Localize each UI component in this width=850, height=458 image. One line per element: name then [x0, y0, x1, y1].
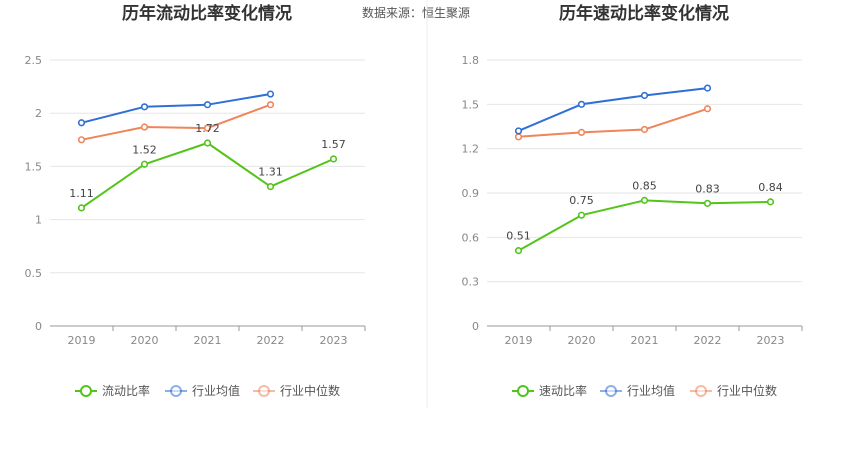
data-label: 0.85 — [632, 179, 657, 192]
data-label: 1.72 — [195, 122, 220, 135]
data-point — [77, 204, 86, 212]
y-tick-label: 0.6 — [462, 231, 480, 244]
x-tick-label: 2020 — [568, 334, 596, 347]
data-point — [203, 101, 212, 109]
series-line — [81, 103, 271, 141]
y-tick-label: 2 — [35, 107, 42, 120]
legend-swatch-marker — [517, 385, 529, 397]
legend-swatch-marker — [258, 385, 270, 397]
legend-swatch-marker — [170, 385, 182, 397]
x-tick-label: 2019 — [68, 334, 96, 347]
y-tick-label: 0 — [35, 320, 42, 333]
x-tick-label: 2022 — [257, 334, 285, 347]
series-line — [518, 87, 708, 132]
data-label: 0.51 — [506, 230, 531, 243]
series-line — [80, 142, 334, 209]
data-point — [266, 183, 275, 191]
data-label: 1.57 — [321, 138, 346, 151]
chart-title: 历年速动比率变化情况 — [559, 3, 729, 24]
x-tick-label: 2021 — [194, 334, 222, 347]
x-tick-label: 2021 — [631, 334, 659, 347]
data-source-label: 数据来源：恒生聚源 — [362, 5, 470, 20]
legend-swatch-marker — [80, 385, 92, 397]
legend-label: 速动比率 — [539, 383, 587, 398]
data-point — [514, 133, 523, 141]
y-tick-label: 0.9 — [462, 187, 480, 200]
data-point — [640, 196, 649, 204]
series-line — [518, 107, 708, 138]
chart-title: 历年流动比率变化情况 — [122, 3, 292, 24]
legend-swatch-marker — [695, 385, 707, 397]
x-tick-label: 2022 — [694, 334, 722, 347]
data-label: 1.52 — [132, 143, 157, 156]
quick-ratio-chart: 历年速动比率变化情况 0 0.3 0.6 0.9 1.2 1.5 1.8 2019 2020 202… — [462, 3, 803, 398]
y-tick-label: 0 — [472, 320, 479, 333]
data-point — [577, 100, 586, 108]
data-label: 0.75 — [569, 194, 594, 207]
data-point — [703, 84, 712, 92]
data-point — [766, 198, 775, 206]
data-point — [514, 127, 523, 135]
data-point — [577, 211, 586, 219]
data-label: 0.83 — [695, 182, 720, 195]
legend-label: 行业均值 — [627, 383, 675, 398]
data-point — [77, 119, 86, 127]
data-point — [140, 123, 149, 131]
data-point — [77, 136, 86, 144]
data-label: 0.84 — [758, 181, 783, 194]
y-tick-label: 1.5 — [25, 160, 43, 173]
data-point — [703, 105, 712, 113]
data-label: 1.11 — [69, 187, 94, 200]
x-tick-label: 2023 — [320, 334, 348, 347]
data-point — [140, 160, 149, 168]
legend-label: 流动比率 — [102, 383, 150, 398]
x-tick-label: 2019 — [505, 334, 533, 347]
y-tick-label: 1.8 — [462, 54, 480, 67]
y-tick-label: 2.5 — [25, 54, 43, 67]
legend-label: 行业中位数 — [280, 383, 340, 398]
legend-label: 行业均值 — [192, 383, 240, 398]
data-point — [514, 247, 523, 255]
x-tick-label: 2023 — [757, 334, 785, 347]
data-point — [203, 124, 212, 132]
series-line — [81, 93, 271, 124]
x-tick-label: 2020 — [131, 334, 159, 347]
data-point — [640, 125, 649, 134]
legend-label: 行业中位数 — [717, 383, 777, 398]
data-point — [640, 91, 649, 100]
data-point — [266, 90, 275, 98]
data-point — [203, 139, 212, 147]
y-tick-label: 1.5 — [462, 98, 480, 111]
y-tick-label: 0.5 — [25, 267, 43, 280]
y-tick-label: 1 — [35, 214, 42, 227]
y-tick-label: 1.2 — [462, 143, 480, 156]
data-label: 1.31 — [258, 166, 283, 179]
data-point — [703, 199, 712, 207]
series-line — [518, 199, 771, 252]
data-point — [140, 103, 149, 111]
legend-swatch-marker — [605, 385, 617, 397]
data-point — [577, 128, 586, 137]
y-tick-label: 0.3 — [462, 276, 480, 289]
data-point — [329, 155, 338, 163]
data-point — [266, 101, 275, 109]
